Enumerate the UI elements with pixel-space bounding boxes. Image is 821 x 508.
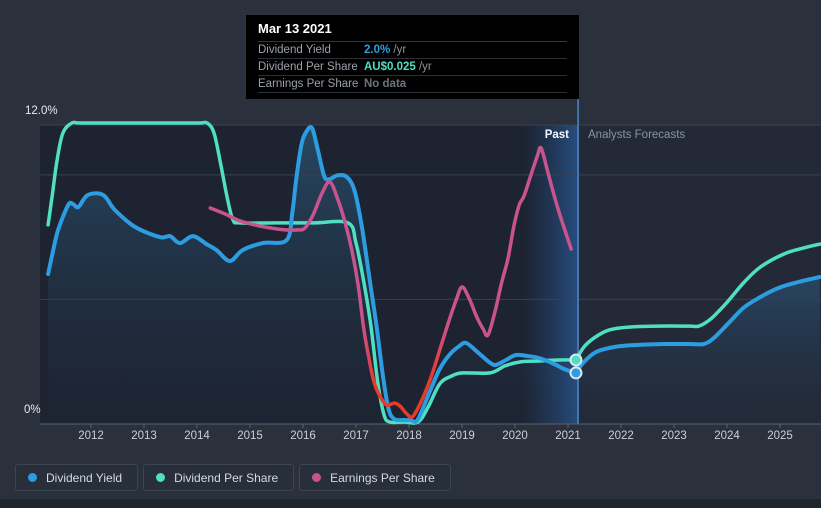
tooltip-row-dividend-yield: Dividend Yield 2.0% /yr (258, 42, 567, 59)
tooltip-date: Mar 13 2021 (258, 15, 567, 42)
tooltip-row-earnings-per-share: Earnings Per Share No data (258, 76, 567, 93)
legend-item-earnings-per-share[interactable]: Earnings Per Share (299, 464, 451, 491)
x-axis-label: 2023 (661, 430, 687, 442)
forecast-region-label: Analysts Forecasts (588, 129, 686, 141)
eps-line-past (208, 145, 573, 419)
x-axis-label: 2020 (502, 430, 528, 442)
legend-item-dividend-per-share[interactable]: Dividend Per Share (143, 464, 295, 491)
yield-area-past (48, 126, 577, 424)
legend-label: Dividend Per Share (174, 470, 279, 485)
tooltip-label: Dividend Per Share (258, 61, 358, 73)
tooltip-label: Dividend Yield (258, 44, 331, 56)
earnings-per-share-dot-icon (312, 473, 322, 482)
legend-label: Earnings Per Share (330, 470, 435, 485)
dividend-yield-dot-icon (28, 473, 37, 482)
yield-area-forecast (576, 277, 820, 424)
legend-item-dividend-yield[interactable]: Dividend Yield (15, 464, 139, 491)
x-axis-label: 2017 (343, 430, 369, 442)
x-axis-label: 2014 (184, 430, 210, 442)
tooltip-label: Earnings Per Share (258, 78, 359, 90)
chart-legend: Dividend Yield Dividend Per Share Earnin… (15, 464, 451, 491)
dps-line-forecast (574, 242, 821, 362)
x-axis-label: 2016 (290, 430, 316, 442)
x-axis-label: 2013 (131, 430, 157, 442)
legend-label: Dividend Yield (46, 470, 123, 485)
chart-tooltip: Mar 13 2021 Dividend Yield 2.0% /yr Divi… (246, 15, 579, 99)
dividend-per-share-dot-icon (156, 473, 166, 482)
y-axis-max-label: 12.0% (25, 105, 58, 117)
x-axis-label: 2024 (714, 430, 740, 442)
marker-dot (569, 353, 583, 367)
yield-line-past (46, 125, 578, 424)
marker-dot (569, 366, 583, 380)
x-axis-label: 2022 (608, 430, 634, 442)
yield-line-forecast (574, 275, 821, 375)
bottom-strip (0, 499, 821, 508)
x-axis-label: 2019 (449, 430, 475, 442)
x-axis-label: 2018 (396, 430, 422, 442)
tooltip-value: No data (364, 78, 407, 90)
y-axis-min-label: 0% (24, 404, 41, 416)
dps-line-past (46, 120, 578, 425)
x-axis-label: 2012 (78, 430, 104, 442)
x-axis-label: 2025 (767, 430, 793, 442)
past-region-label: Past (544, 129, 569, 141)
tooltip-value: 2.0% /yr (364, 44, 407, 56)
x-axis-label: 2015 (237, 430, 263, 442)
tooltip-value: AU$0.025 /yr (364, 61, 432, 73)
x-axis-label: 2021 (555, 430, 581, 442)
tooltip-row-dividend-per-share: Dividend Per Share AU$0.025 /yr (258, 59, 567, 76)
